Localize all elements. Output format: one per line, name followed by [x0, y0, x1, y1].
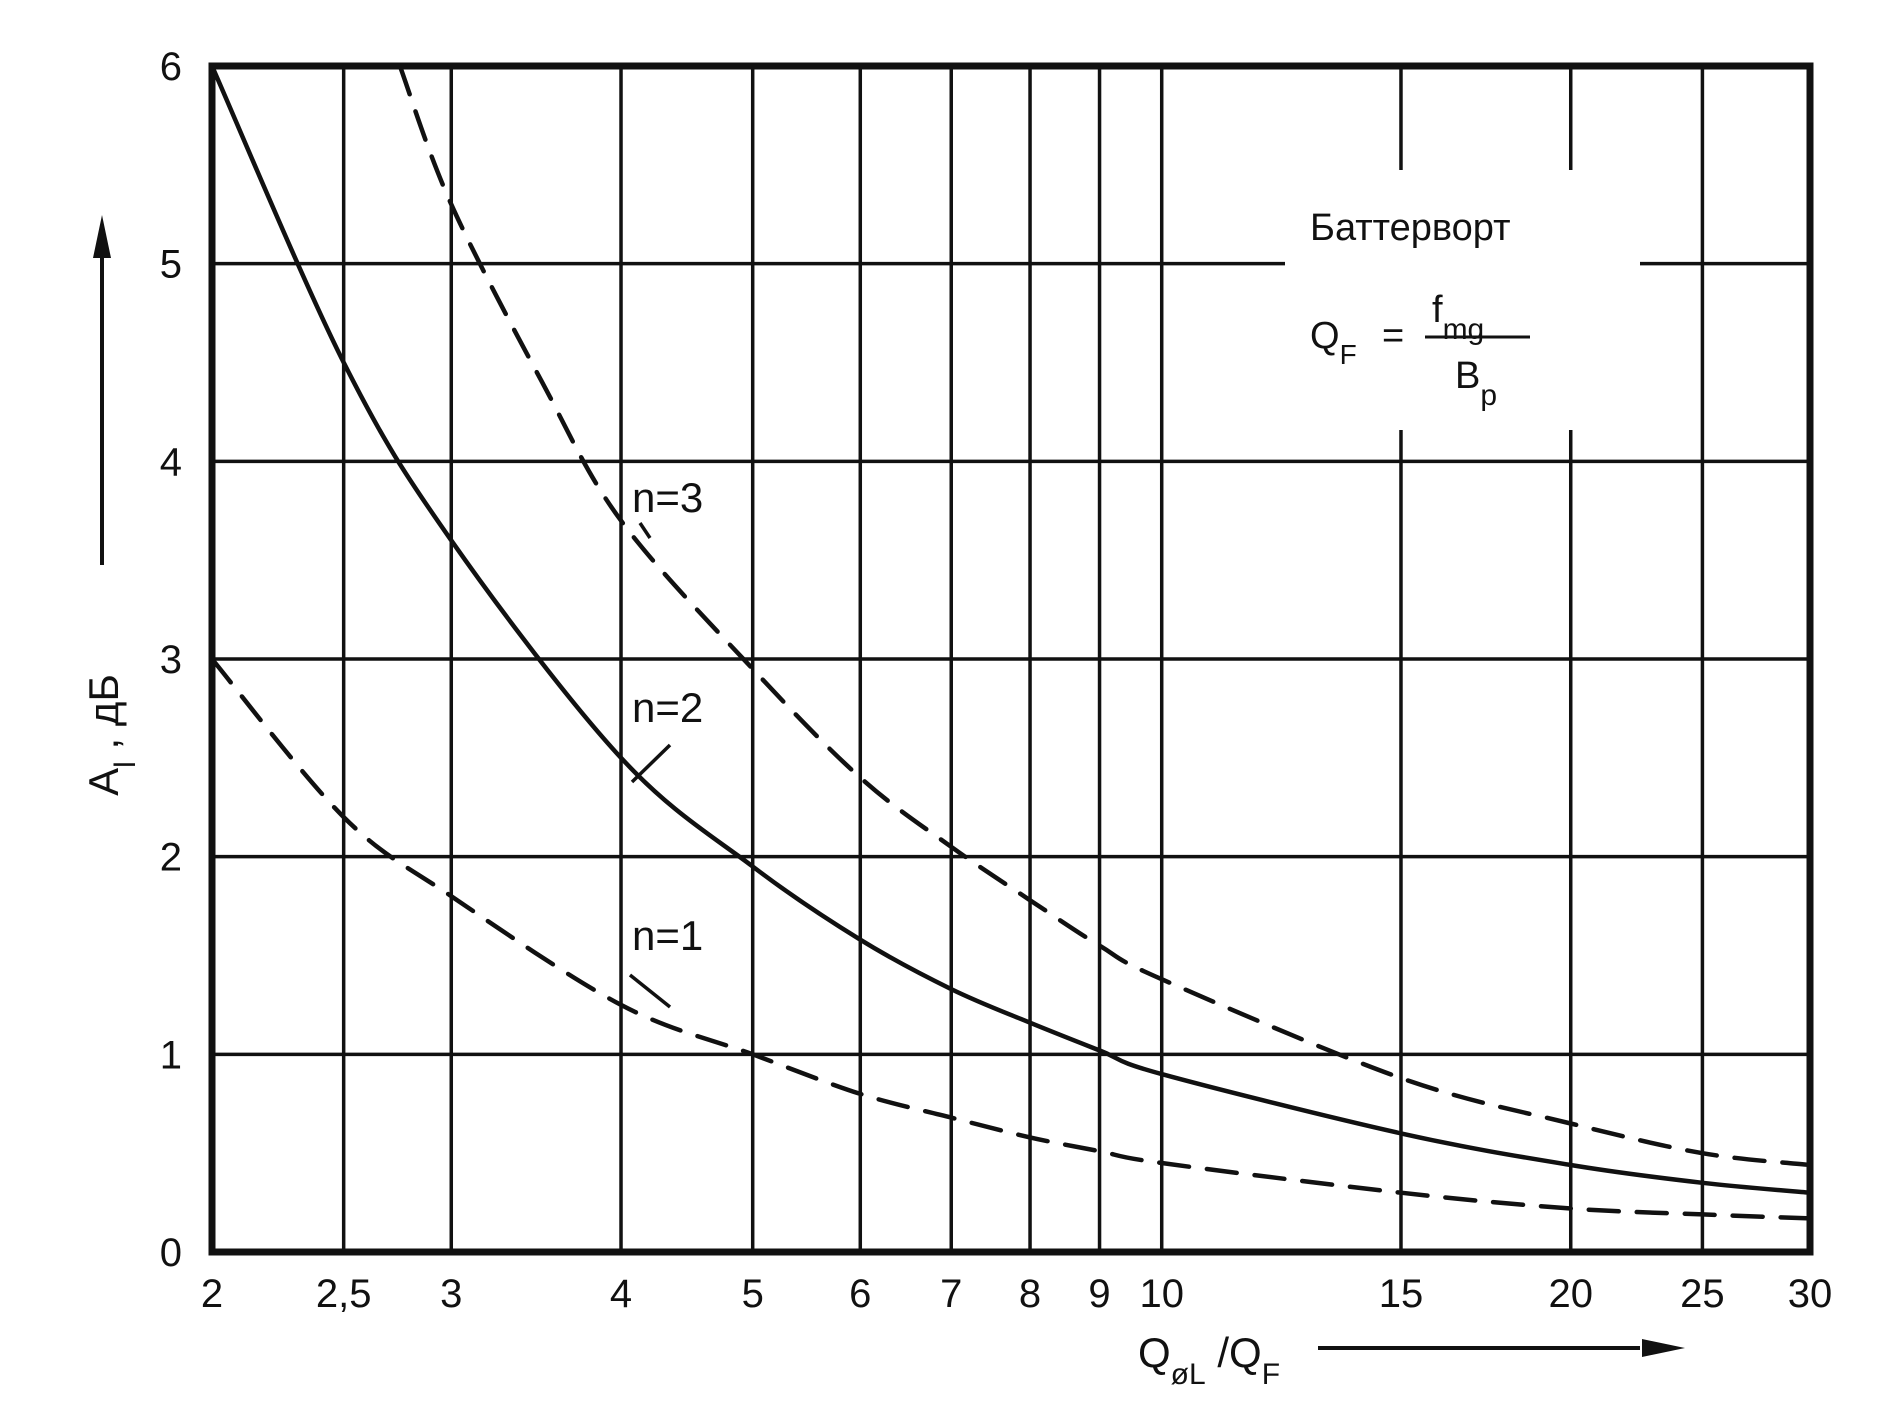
x-tick-label: 25	[1680, 1272, 1725, 1316]
y-tick-label: 0	[160, 1231, 182, 1275]
formula-numerator-sub: mg	[1443, 313, 1485, 346]
series-n1-label: n=1	[632, 912, 703, 959]
series-n3-line	[397, 63, 1813, 1168]
formula-denominator-sub: p	[1480, 379, 1497, 412]
x-tick-label: 9	[1088, 1272, 1110, 1316]
formula-lhs-sub: F	[1340, 339, 1357, 370]
x-tick-label: 2,5	[316, 1272, 372, 1316]
x-tick-label: 8	[1019, 1272, 1041, 1316]
y-tick-label: 1	[160, 1033, 182, 1077]
series-n2-line	[209, 63, 1813, 1195]
x-tick-label: 2	[201, 1272, 223, 1316]
svg-text:Al , дБ: Al , дБ	[80, 674, 142, 796]
curve-layer	[209, 63, 1813, 1221]
series-n1-line	[209, 656, 1813, 1221]
y-axis-title-unit: , дБ	[80, 674, 127, 761]
tick-layer: 2 2,5 3 4 5 6 7 8 9 10 15 20 25 30 0 1 2 3 4 5 6	[160, 45, 1833, 1316]
formula-lhs-main: Q	[1310, 315, 1340, 357]
y-tick-label: 3	[160, 638, 182, 682]
formula-numerator-main: f	[1432, 289, 1443, 331]
series-n2-label: n=2	[632, 684, 703, 731]
annotation-title: Баттерворт	[1310, 207, 1510, 249]
annotation-formula-denominator: Bp	[1455, 355, 1497, 412]
y-tick-label: 5	[160, 243, 182, 287]
x-tick-label: 30	[1788, 1272, 1833, 1316]
x-tick-label: 10	[1139, 1272, 1184, 1316]
y-axis-title-sub: l	[109, 761, 142, 768]
series-label-layer: n=1 n=2 n=3	[628, 474, 703, 1009]
y-axis-title-main: A	[80, 768, 127, 796]
y-tick-label: 2	[160, 836, 182, 880]
annotation-formula-numerator: fmg	[1432, 289, 1484, 346]
x-axis-title-main: Q	[1138, 1329, 1171, 1376]
annotation-formula-eq: =	[1382, 315, 1404, 357]
x-axis-title-sub: øL	[1171, 1358, 1206, 1391]
x-axis-arrowhead	[1642, 1339, 1685, 1357]
x-tick-label: 6	[849, 1272, 871, 1316]
annotation-formula-lhs: QF	[1310, 315, 1357, 370]
series-n3-label: n=3	[632, 474, 703, 521]
plot-frame	[208, 62, 1814, 1256]
x-tick-label: 5	[742, 1272, 764, 1316]
x-axis-title: QøL /QF	[1138, 1329, 1280, 1391]
series-n3-leader-line	[638, 522, 652, 539]
annotation-background	[1285, 170, 1640, 430]
y-axis-arrowhead	[93, 215, 111, 258]
x-tick-label: 3	[440, 1272, 462, 1316]
x-tick-label: 7	[940, 1272, 962, 1316]
x-axis-title-sub2: F	[1262, 1358, 1280, 1391]
x-axis-title-sep: /Q	[1206, 1329, 1262, 1376]
series-n2-leader-line	[630, 743, 672, 784]
x-tick-label: 4	[610, 1272, 632, 1316]
x-tick-label: 20	[1548, 1272, 1593, 1316]
y-axis-title: Al , дБ	[80, 674, 142, 796]
x-tick-label: 15	[1379, 1272, 1424, 1316]
y-tick-label: 6	[160, 45, 182, 89]
series-n1-leader-line	[628, 973, 672, 1009]
y-tick-label: 4	[160, 440, 182, 484]
formula-denominator-main: B	[1455, 355, 1480, 397]
